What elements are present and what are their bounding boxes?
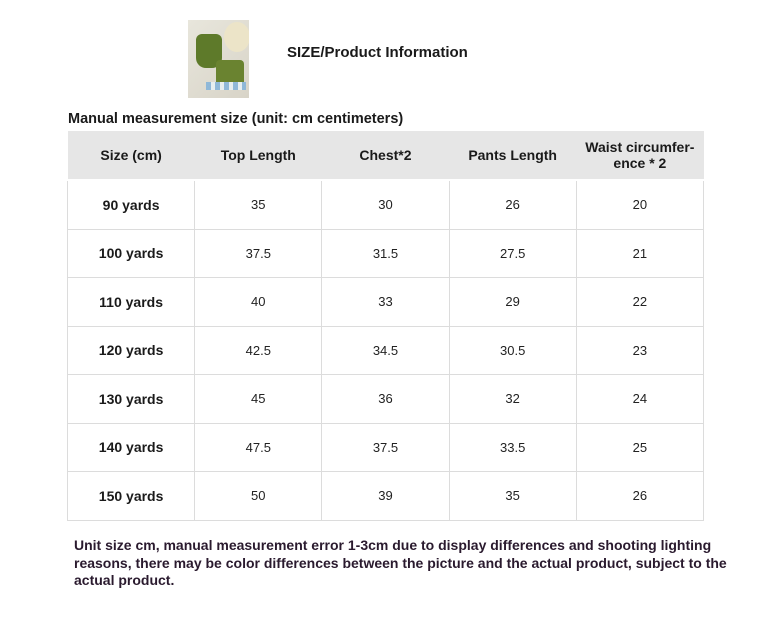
size-cell: 100 yards [66, 228, 196, 278]
value-cell: 25 [575, 422, 705, 472]
value-cell: 32 [448, 374, 577, 424]
value-cell: 27.5 [448, 228, 577, 278]
disclaimer-note: Unit size cm, manual measurement error 1… [74, 537, 727, 588]
size-cell: 150 yards [66, 471, 196, 521]
hat-shape [224, 22, 249, 52]
value-cell: 29 [448, 277, 577, 327]
value-cell: 36 [321, 374, 450, 424]
value-cell: 33.5 [448, 422, 577, 472]
value-cell: 21 [575, 228, 705, 278]
value-cell: 33 [321, 277, 450, 327]
size-cell: 120 yards [66, 325, 196, 375]
value-cell: 35 [194, 179, 323, 230]
product-image [188, 20, 249, 98]
column-header: Chest*2 [321, 131, 450, 181]
size-table: Size (cm) Top Length Chest*2 Pants Length Wa… [66, 131, 705, 521]
table-row: 130 yards 45 36 32 24 [66, 374, 705, 424]
value-cell: 37.5 [321, 422, 450, 472]
value-cell: 24 [575, 374, 705, 424]
column-header: Waist circumfer- ence * 2 [576, 131, 704, 181]
value-cell: 26 [448, 179, 577, 230]
table-row: 90 yards 35 30 26 20 [66, 179, 705, 230]
value-cell: 50 [194, 471, 323, 521]
value-cell: 34.5 [321, 325, 450, 375]
size-cell: 130 yards [66, 374, 196, 424]
column-header: Top Length [194, 131, 322, 181]
table-row: 150 yards 50 39 35 26 [66, 471, 705, 521]
size-cell: 90 yards [66, 179, 196, 230]
value-cell: 31.5 [321, 228, 450, 278]
value-cell: 22 [575, 277, 705, 327]
value-cell: 30 [321, 179, 450, 230]
flower-trim [206, 82, 246, 90]
value-cell: 30.5 [448, 325, 577, 375]
table-caption: Manual measurement size (unit: cm centim… [68, 111, 404, 127]
table-row: 110 yards 40 33 29 22 [66, 277, 705, 327]
page-title: SIZE/Product Information [287, 44, 468, 61]
table-row: 140 yards 47.5 37.5 33.5 25 [66, 422, 705, 472]
value-cell: 23 [575, 325, 705, 375]
value-cell: 37.5 [194, 228, 323, 278]
value-cell: 40 [194, 277, 323, 327]
column-header: Size (cm) [67, 131, 195, 181]
column-header: Pants Length [449, 131, 577, 181]
value-cell: 45 [194, 374, 323, 424]
value-cell: 47.5 [194, 422, 323, 472]
table-row: 120 yards 42.5 34.5 30.5 23 [66, 325, 705, 375]
size-cell: 140 yards [66, 422, 196, 472]
value-cell: 20 [575, 179, 705, 230]
value-cell: 35 [448, 471, 577, 521]
table-row: 100 yards 37.5 31.5 27.5 21 [66, 228, 705, 278]
value-cell: 26 [575, 471, 705, 521]
size-cell: 110 yards [66, 277, 196, 327]
value-cell: 42.5 [194, 325, 323, 375]
value-cell: 39 [321, 471, 450, 521]
